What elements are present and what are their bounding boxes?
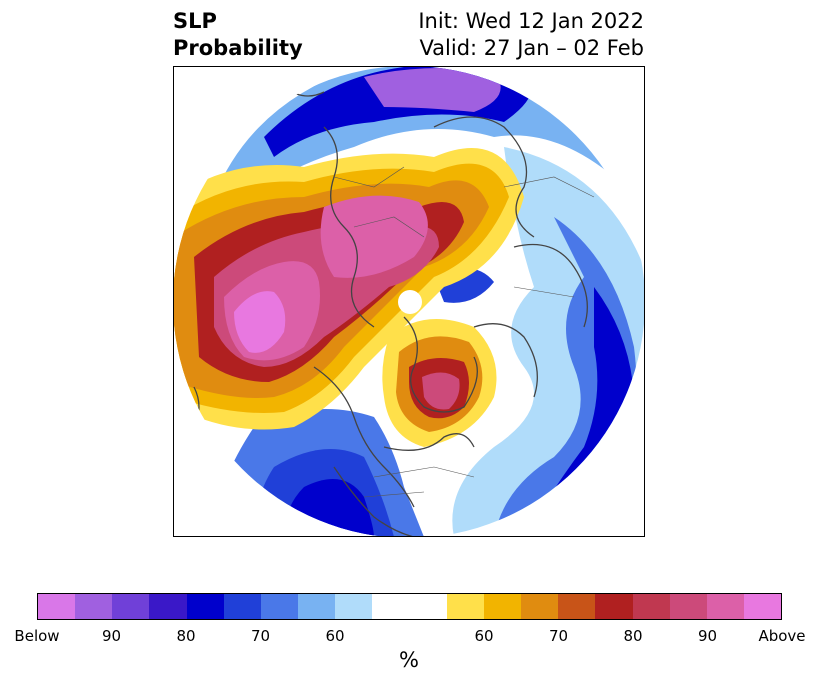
colorbar-swatch (409, 594, 447, 619)
colorbar-swatch (483, 594, 522, 619)
probability-contour (234, 291, 286, 353)
init-date: Init: Wed 12 Jan 2022 (418, 9, 644, 33)
colorbar-swatch (223, 594, 261, 619)
probability-contour (422, 372, 460, 410)
country-borders (333, 166, 595, 498)
colorbar-tick-label: 80 (623, 627, 643, 645)
date-info: Init: Wed 12 Jan 2022 Valid: 27 Jan – 02… (418, 8, 644, 62)
colorbar-swatch (298, 594, 336, 619)
colorbar-tick-label: Below (14, 627, 60, 645)
title-line-1: SLP (173, 9, 217, 33)
map-title: SLP Probability (173, 8, 303, 62)
colorbar-swatch (335, 594, 373, 619)
probability-contour (320, 195, 428, 278)
colorbar-tick-label: 90 (101, 627, 122, 645)
colorbar-swatch (446, 594, 484, 619)
colorbar-unit: % (399, 648, 419, 672)
colorbar-swatch (669, 594, 707, 619)
colorbar-tick-label: Above (758, 627, 806, 645)
valid-date: Valid: 27 Jan – 02 Feb (419, 36, 644, 60)
colorbar-tick-label: 70 (250, 627, 271, 645)
colorbar-swatch (372, 594, 410, 619)
title-line-2: Probability (173, 36, 303, 60)
colorbar-swatch (558, 594, 596, 619)
colorbar-swatch (112, 594, 150, 619)
colorbar-swatch (743, 594, 782, 619)
colorbar-tick-label: 90 (697, 627, 718, 645)
map-frame (173, 66, 645, 537)
polar-map (174, 67, 644, 536)
colorbar-swatch (75, 594, 113, 619)
above-region-atlantic (174, 148, 524, 430)
colorbar-tick-label: 80 (176, 627, 196, 645)
probability-contour (364, 68, 501, 112)
colorbar-swatch (706, 594, 744, 619)
colorbar-swatch (38, 594, 76, 619)
colorbar-swatch (149, 594, 187, 619)
colorbar-tick-label: 60 (325, 627, 345, 645)
colorbar (37, 593, 782, 620)
colorbar-tick-label: 70 (548, 627, 569, 645)
colorbar-swatch (632, 594, 670, 619)
colorbar-swatch (186, 594, 224, 619)
coastlines (193, 86, 588, 536)
pole-gap (398, 290, 422, 314)
colorbar-swatch (521, 594, 559, 619)
colorbar-swatch (260, 594, 299, 619)
colorbar-swatch (595, 594, 633, 619)
colorbar-tick-label: 60 (474, 627, 494, 645)
